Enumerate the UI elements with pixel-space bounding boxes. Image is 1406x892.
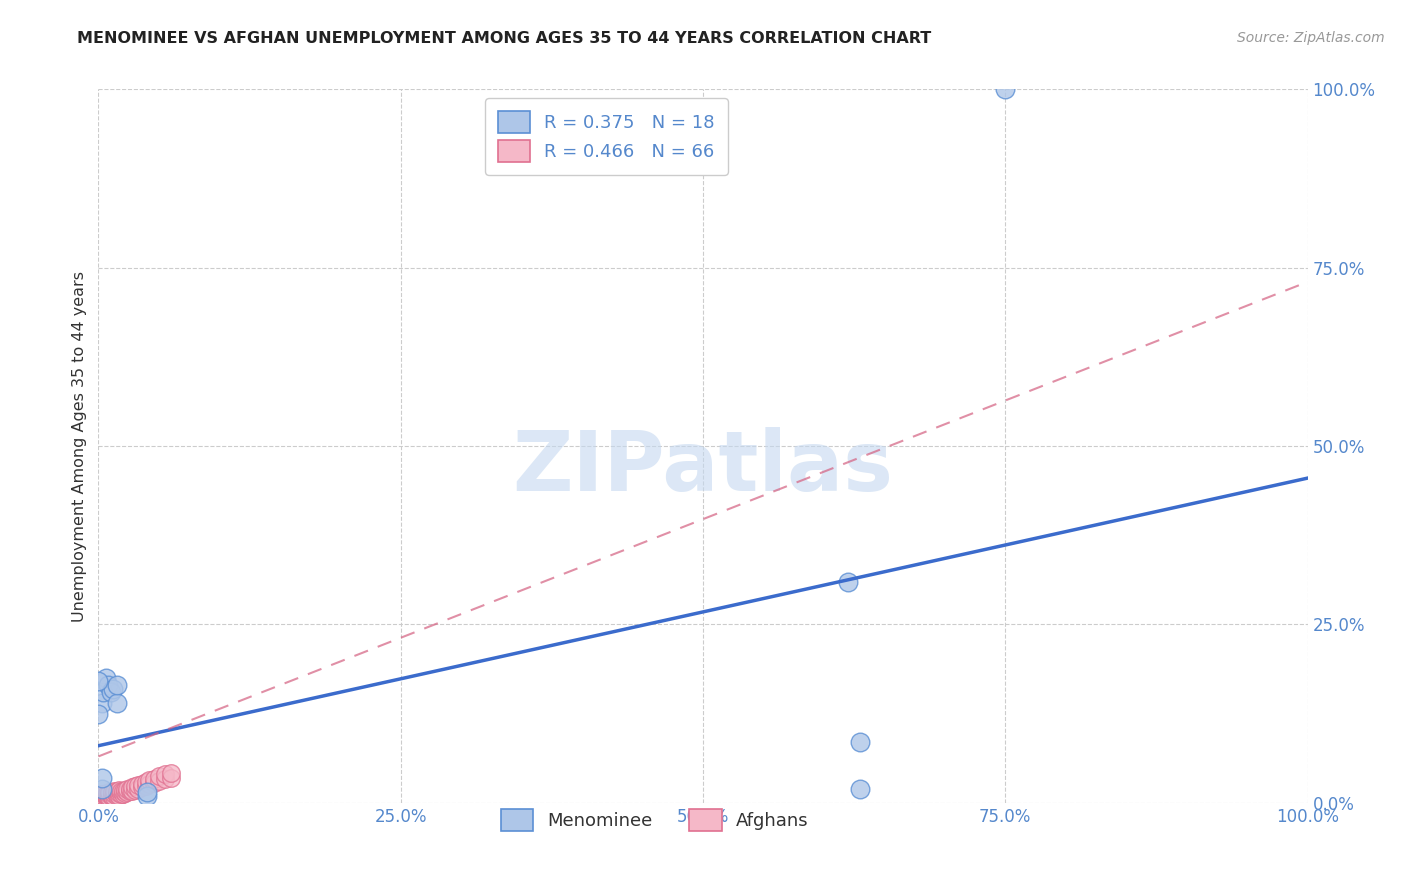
Y-axis label: Unemployment Among Ages 35 to 44 years: Unemployment Among Ages 35 to 44 years [72,270,87,622]
Point [100,685,122,699]
Point [135,785,157,799]
Point [127,781,149,796]
Point [93,790,115,805]
Point [153,772,176,787]
Point [108,789,131,803]
Point [98,790,121,805]
Point [87,796,110,810]
Point [135,779,157,793]
Point [105,787,128,801]
Point [994,82,1017,96]
Point [849,781,872,796]
Point [105,696,128,710]
Point [87,792,110,806]
Point [131,780,153,794]
Point [148,774,170,789]
Point [87,792,110,806]
Point [87,674,110,689]
Point [143,776,166,790]
Point [101,681,124,696]
Point [138,777,160,791]
Point [124,783,146,797]
Point [91,771,114,785]
Point [98,792,121,806]
Point [103,784,125,798]
Point [96,789,118,803]
Point [94,671,117,685]
Point [105,783,128,797]
Point [103,787,125,801]
Point [103,790,125,805]
Point [121,783,143,797]
Point [114,786,136,800]
Text: MENOMINEE VS AFGHAN UNEMPLOYMENT AMONG AGES 35 TO 44 YEARS CORRELATION CHART: MENOMINEE VS AFGHAN UNEMPLOYMENT AMONG A… [77,31,932,46]
Point [87,706,110,721]
Point [160,771,183,785]
Point [138,772,160,787]
Point [110,787,132,801]
Point [105,678,128,692]
Point [91,787,114,801]
Point [87,789,110,803]
Legend: Menominee, Afghans: Menominee, Afghans [488,797,821,844]
Point [148,769,170,783]
Point [837,574,859,589]
Point [91,781,114,796]
Point [96,786,118,800]
Point [91,796,114,810]
Point [118,781,141,796]
Text: ZIPatlas: ZIPatlas [513,427,893,508]
Point [117,785,139,799]
Point [91,790,114,805]
Point [96,790,118,805]
Point [121,780,143,794]
Point [160,765,183,780]
Point [87,796,110,810]
Point [87,796,110,810]
Point [108,786,131,800]
Point [87,790,110,805]
Point [135,789,157,803]
Point [849,735,872,749]
Point [111,787,134,801]
Point [93,787,115,801]
Point [98,787,121,801]
Point [93,792,115,806]
Text: Source: ZipAtlas.com: Source: ZipAtlas.com [1237,31,1385,45]
Point [91,792,114,806]
Point [117,782,139,797]
Point [96,792,118,806]
Point [91,685,114,699]
Point [118,784,141,798]
Point [108,783,131,797]
Point [87,787,110,801]
Point [153,767,176,781]
Point [143,772,166,786]
Point [100,789,122,803]
Point [98,785,121,799]
Point [91,696,114,710]
Point [124,780,146,794]
Point [105,789,128,803]
Point [100,785,122,799]
Point [127,778,149,792]
Point [93,796,115,810]
Point [97,678,120,692]
Point [110,784,132,798]
Point [100,790,122,805]
Point [114,783,136,797]
Point [111,783,134,797]
Point [135,775,157,789]
Point [131,776,153,790]
